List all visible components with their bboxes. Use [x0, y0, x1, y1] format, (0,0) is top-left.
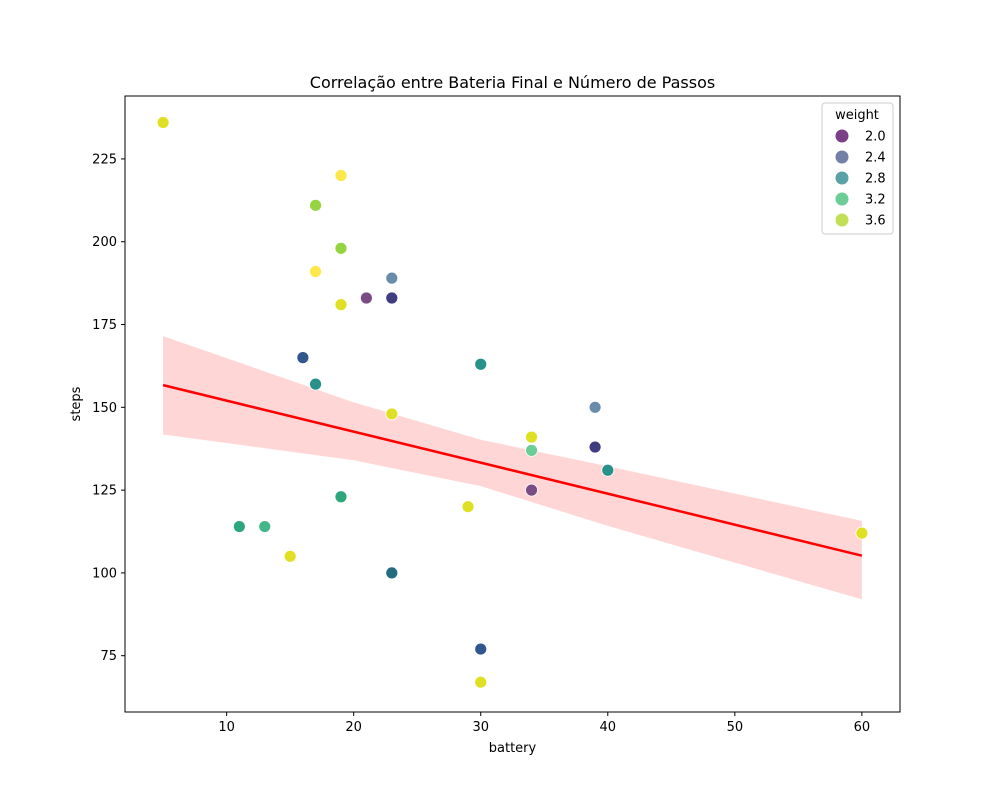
y-tick-label: 100 [92, 566, 117, 581]
confidence-band [163, 336, 862, 600]
scatter-point [474, 675, 488, 689]
y-tick-label: 175 [92, 318, 117, 333]
scatter-point [309, 265, 322, 278]
scatter-point [525, 430, 538, 444]
x-tick-label: 60 [854, 720, 871, 735]
x-axis-label: battery [489, 741, 537, 756]
scatter-point [385, 566, 399, 580]
scatter-point [258, 520, 272, 533]
legend-title: weight [835, 108, 879, 123]
legend-label: 2.8 [865, 172, 886, 187]
scatter-point [855, 526, 869, 540]
x-tick-label: 40 [600, 720, 617, 735]
scatter-point [283, 549, 297, 563]
scatter-point [461, 500, 475, 514]
points-layer [156, 116, 869, 689]
legend-marker [835, 129, 849, 143]
scatter-point [525, 483, 538, 497]
legend-label: 3.2 [865, 193, 886, 208]
scatter-point [525, 443, 538, 457]
y-tick-label: 200 [92, 235, 117, 250]
scatter-point [309, 198, 322, 212]
plot-area-frame [124, 95, 901, 713]
regression-line-layer [162, 383, 863, 557]
legend: weight 2.0 2.4 2.8 3.2 3.6 [821, 102, 894, 235]
scatter-point [385, 407, 399, 421]
x-tick-label: 10 [218, 720, 235, 735]
y-tick-label: 125 [92, 484, 117, 499]
scatter-point [156, 116, 170, 129]
scatter-point [334, 169, 348, 182]
scatter-point [474, 642, 488, 656]
x-tick-label: 30 [472, 720, 489, 735]
scatter-point [385, 271, 399, 285]
y-tick-label: 75 [100, 649, 117, 664]
legend-label: 3.6 [865, 214, 886, 229]
x-tick-label: 20 [345, 720, 362, 735]
legend-label: 2.0 [865, 130, 886, 145]
legend-marker [835, 171, 849, 185]
scatter-point [296, 351, 310, 365]
chart-title: Correlação entre Bateria Final e Número … [310, 73, 715, 92]
confidence-band-layer [163, 336, 862, 600]
legend-marker [835, 192, 849, 206]
scatter-point [588, 440, 602, 454]
scatter-point [232, 520, 246, 533]
y-axis-ticks: 75 100 125 150 175 200 225 [92, 152, 125, 664]
scatter-point [309, 377, 322, 391]
scatter-point [385, 291, 399, 305]
scatter-point [359, 291, 373, 305]
legend-marker [835, 213, 849, 227]
x-tick-label: 50 [727, 720, 744, 735]
y-axis-label: steps [69, 386, 84, 421]
scatter-point [334, 490, 348, 504]
regression-line [162, 383, 863, 557]
legend-marker [835, 150, 849, 164]
scatter-point [601, 463, 615, 477]
x-axis-ticks: 10 20 30 40 50 60 [218, 712, 870, 735]
scatter-point [334, 241, 348, 255]
scatter-point [474, 357, 488, 371]
y-tick-label: 225 [92, 152, 117, 167]
legend-label: 2.4 [865, 151, 886, 166]
y-tick-label: 150 [92, 401, 117, 416]
scatter-point [588, 400, 602, 414]
scatter-point [334, 298, 348, 312]
